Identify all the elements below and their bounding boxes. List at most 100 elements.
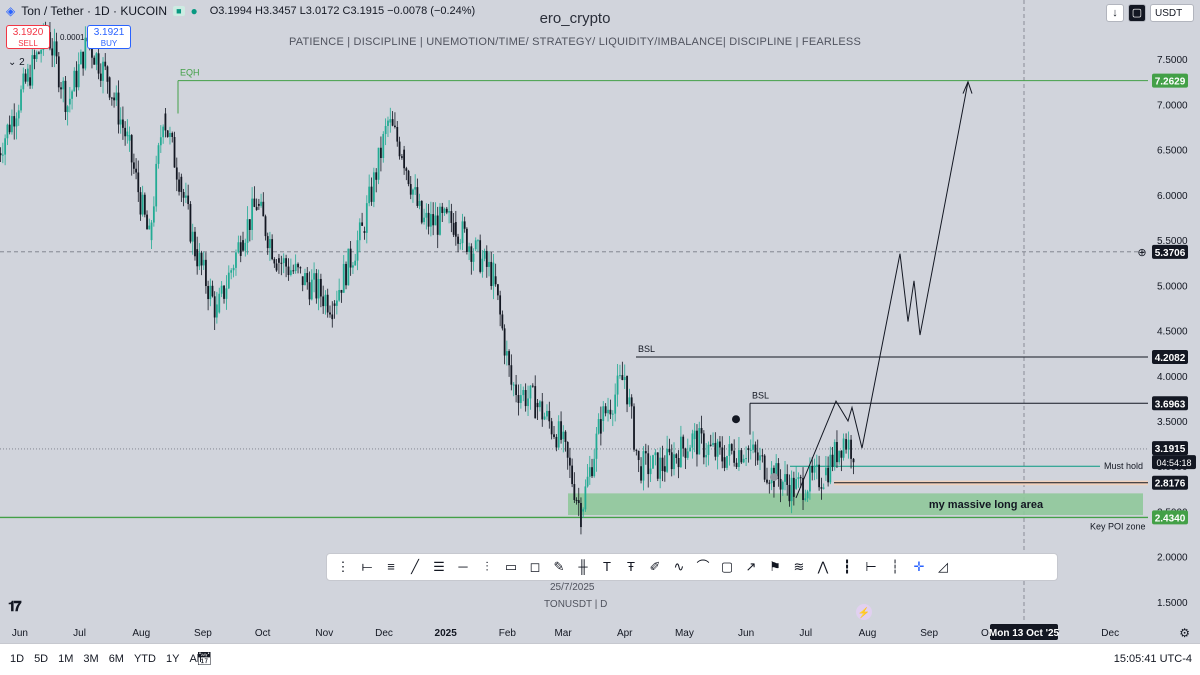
range-1d[interactable]: 1D bbox=[10, 653, 25, 665]
rectangle-icon[interactable]: ▭ bbox=[504, 559, 518, 574]
candle-body bbox=[209, 285, 212, 300]
candle-body bbox=[630, 397, 633, 407]
candle-body bbox=[17, 110, 20, 119]
candle-body bbox=[457, 236, 459, 244]
range-6m[interactable]: 6M bbox=[108, 653, 124, 665]
candle-body bbox=[512, 384, 515, 386]
candle-body bbox=[432, 214, 435, 226]
range-1m[interactable]: 1M bbox=[58, 653, 74, 665]
market-status-icon: ■ bbox=[173, 6, 185, 16]
candle-body bbox=[485, 250, 488, 267]
fullscreen-icon[interactable]: ▢ bbox=[1128, 4, 1146, 22]
fib-icon[interactable]: ☰ bbox=[433, 559, 445, 574]
candle-body bbox=[441, 206, 444, 213]
candle-body bbox=[398, 141, 401, 157]
candle-body bbox=[128, 135, 131, 141]
pattern-icon[interactable]: ⋀ bbox=[817, 559, 829, 574]
candle-body bbox=[166, 130, 169, 137]
candle-body bbox=[400, 156, 403, 158]
candle-body bbox=[529, 385, 532, 399]
text-icon[interactable]: T bbox=[603, 559, 611, 574]
channel-icon[interactable]: ⫶ bbox=[485, 559, 489, 574]
candle-body bbox=[205, 259, 207, 287]
crosshair-icon[interactable]: ✛ bbox=[913, 559, 925, 574]
eraser-icon[interactable]: ◿ bbox=[938, 559, 948, 574]
price-tick-label: 2.0000 bbox=[1157, 553, 1188, 564]
flag-icon[interactable]: ⚑ bbox=[769, 559, 781, 574]
path-icon[interactable]: ∿ bbox=[673, 559, 685, 574]
spread-value: 0.0001 bbox=[60, 33, 85, 42]
candle-icon[interactable]: ╫ bbox=[578, 559, 588, 574]
price-range-icon[interactable]: ┆ bbox=[891, 559, 899, 574]
buy-button[interactable]: 3.1921 BUY bbox=[87, 25, 131, 49]
ohlc-values: O3.1994 H3.3457 L3.0172 C3.1915 −0.0078 … bbox=[210, 5, 475, 17]
time-tick-label: Jun bbox=[738, 628, 754, 639]
candle-body bbox=[338, 290, 341, 301]
range-3m[interactable]: 3M bbox=[83, 653, 99, 665]
curve-icon[interactable]: ⌒ bbox=[696, 559, 710, 574]
candle-body bbox=[852, 458, 855, 463]
tradingview-logo-icon[interactable]: 𝟏𝟕 bbox=[8, 598, 22, 614]
date-range-icon[interactable]: ⊢ bbox=[865, 559, 877, 574]
candle-body bbox=[275, 263, 278, 271]
time-tick-label: Sep bbox=[920, 628, 938, 639]
arrow-icon[interactable]: ↗ bbox=[745, 559, 757, 574]
candle-body bbox=[31, 55, 34, 86]
candle-body bbox=[178, 179, 180, 192]
candle-body bbox=[850, 439, 852, 459]
ray-icon[interactable]: ─ bbox=[458, 559, 468, 574]
candle-body bbox=[35, 52, 38, 59]
candle-body bbox=[139, 192, 142, 215]
drag-handle-icon[interactable]: ⋮ bbox=[336, 559, 350, 574]
candle-body bbox=[742, 458, 745, 463]
candle-body bbox=[740, 450, 743, 463]
candle-body bbox=[696, 430, 698, 455]
currency-select[interactable]: USDT bbox=[1150, 4, 1194, 22]
candle-body bbox=[450, 211, 453, 223]
candle-body bbox=[246, 219, 249, 243]
range-ytd[interactable]: YTD bbox=[133, 653, 156, 665]
replay-bolt-icon: ⚡ bbox=[858, 606, 870, 619]
candle-body bbox=[319, 278, 322, 297]
range-5d[interactable]: 5D bbox=[34, 653, 49, 665]
long-position-icon[interactable]: ┇ bbox=[843, 559, 851, 574]
time-tick-label: Jul bbox=[73, 628, 86, 639]
candle-body bbox=[416, 187, 419, 206]
candle-body bbox=[115, 92, 118, 101]
date-range-calendar-icon[interactable]: 📅︎ bbox=[196, 651, 213, 666]
parallel-lines-icon[interactable]: ≡ bbox=[387, 559, 395, 574]
candle-body bbox=[239, 242, 242, 256]
utc-clock[interactable]: 15:05:41 UTC-4 bbox=[1113, 653, 1192, 665]
candle-body bbox=[361, 222, 364, 226]
box-icon[interactable]: ◻ bbox=[529, 559, 541, 574]
candle-body bbox=[802, 477, 804, 500]
candle-body bbox=[541, 401, 544, 420]
candle-body bbox=[809, 466, 811, 492]
candle-body bbox=[29, 77, 31, 86]
candle-body bbox=[700, 428, 703, 434]
candle-body bbox=[564, 431, 567, 443]
settings-gear-icon[interactable]: ⚙ bbox=[1179, 626, 1190, 640]
candle-body bbox=[673, 454, 675, 470]
range-1y[interactable]: 1Y bbox=[165, 653, 180, 665]
horizontal-ray-icon[interactable]: ⟝ bbox=[361, 559, 373, 574]
indicator-toggle[interactable]: ⌄ 2 bbox=[8, 57, 25, 68]
trendline-icon[interactable]: ╱ bbox=[411, 559, 419, 574]
anchored-text-icon[interactable]: Ŧ bbox=[627, 559, 635, 574]
marker-icon[interactable]: ✐ bbox=[649, 559, 661, 574]
candle-body bbox=[405, 168, 408, 171]
callout-icon[interactable]: ▢ bbox=[720, 559, 734, 574]
symbol-header: ◈ Ton / Tether · 1D · KUCOIN ■ ● O3.1994… bbox=[6, 4, 475, 18]
download-icon[interactable]: ↓ bbox=[1106, 4, 1124, 22]
brush-icon[interactable]: ✎ bbox=[553, 559, 565, 574]
event-marker-grey-icon bbox=[770, 473, 778, 482]
symbol-title[interactable]: Ton / Tether · 1D · KUCOIN bbox=[21, 4, 168, 18]
candle-body bbox=[607, 409, 609, 414]
range-all[interactable]: All bbox=[189, 653, 202, 665]
candle-body bbox=[349, 248, 352, 268]
price-tick-label: 4.5000 bbox=[1157, 327, 1188, 338]
sell-button[interactable]: 3.1920 SELL bbox=[6, 25, 50, 49]
candle-body bbox=[797, 477, 800, 480]
range-icon[interactable]: ≋ bbox=[793, 559, 805, 574]
